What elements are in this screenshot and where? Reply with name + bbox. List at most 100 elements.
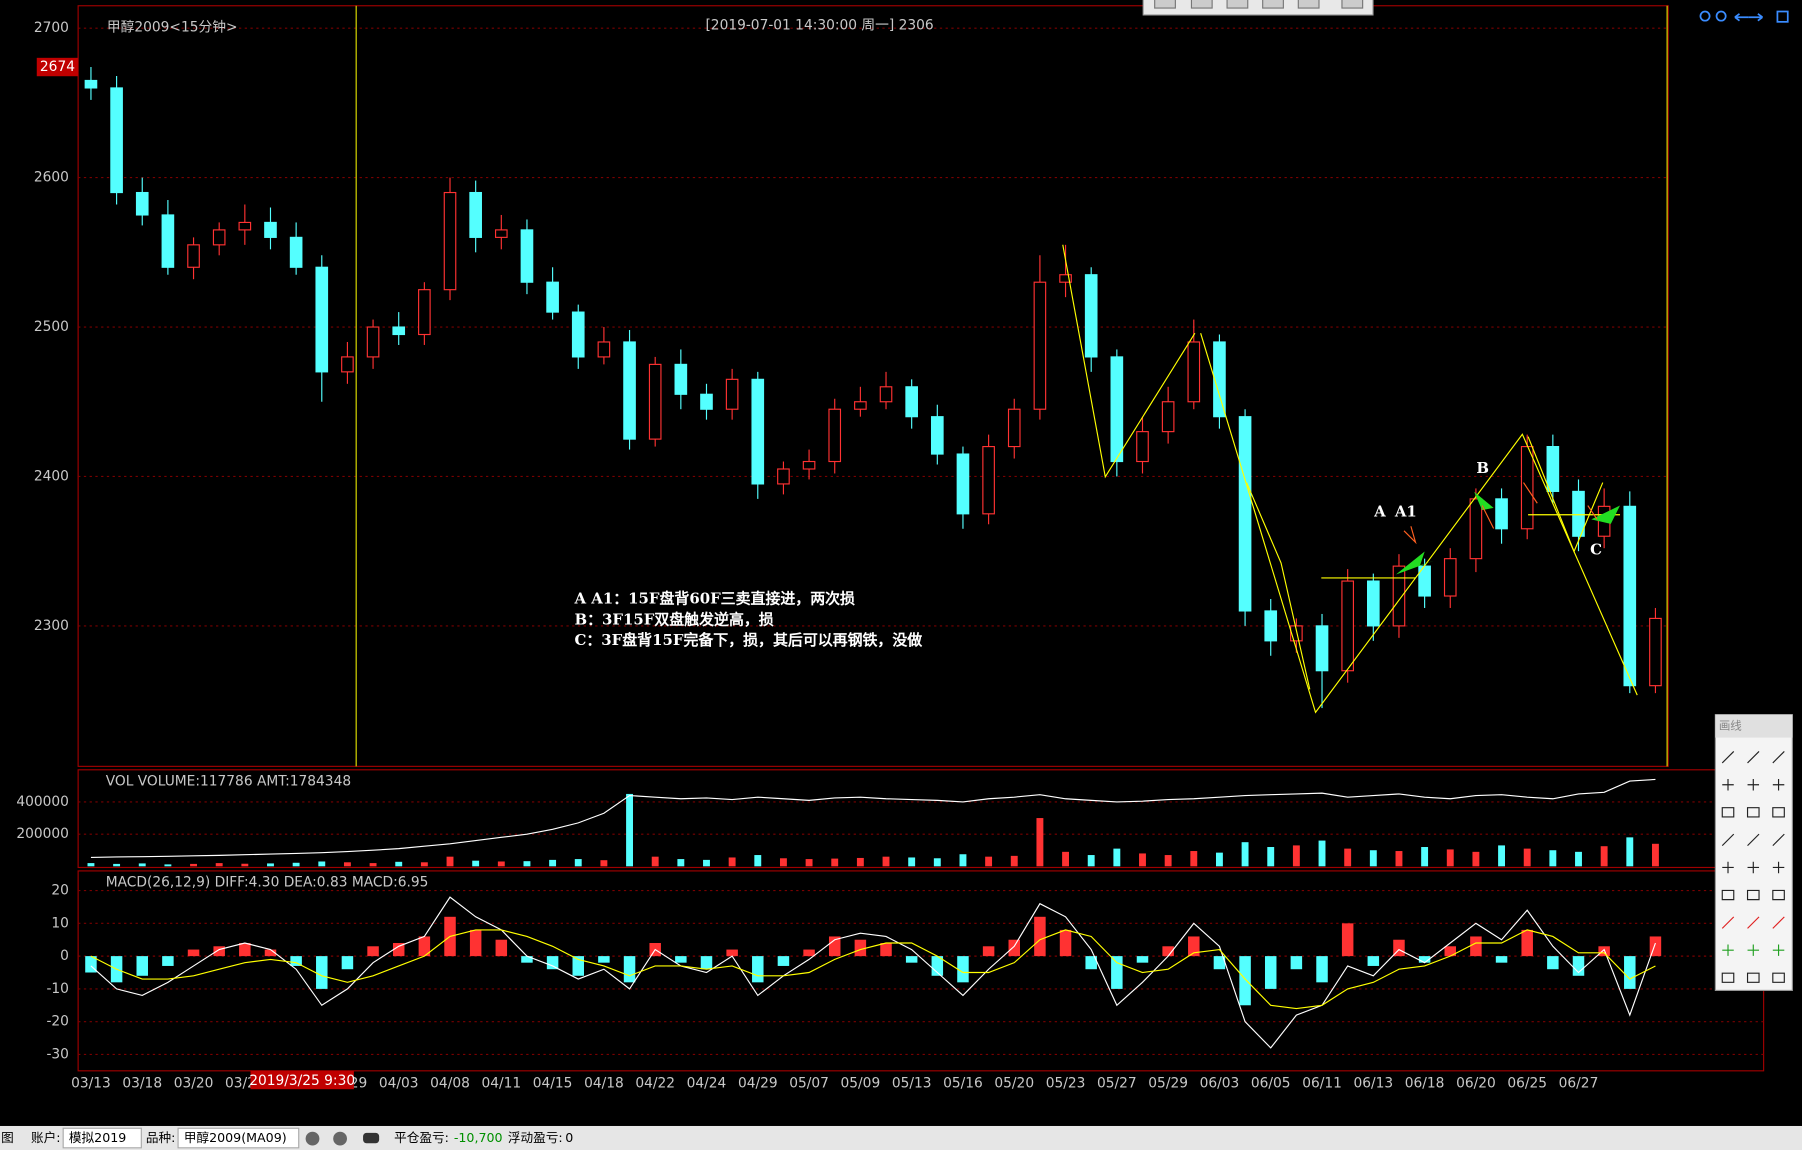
macd-bar — [982, 946, 995, 957]
symbol-select[interactable] — [177, 1127, 300, 1149]
x-tick-label: 05/09 — [841, 1075, 881, 1091]
macd-bar — [1341, 923, 1354, 957]
macd-bar — [1418, 956, 1431, 963]
volume-bar — [959, 854, 967, 867]
drawing-tool[interactable] — [1772, 972, 1785, 983]
drawing-tool[interactable] — [1747, 778, 1760, 791]
candle-body — [1572, 490, 1585, 537]
drawing-tool[interactable] — [1721, 972, 1735, 983]
account-select[interactable] — [62, 1127, 142, 1149]
candle-body — [648, 363, 662, 440]
volume-bar — [1600, 846, 1608, 867]
macd-bar — [1136, 956, 1149, 963]
drawing-tool[interactable] — [1772, 751, 1785, 764]
macd-bar — [187, 949, 200, 957]
point-label: B — [1476, 459, 1489, 477]
left-icon[interactable] — [1734, 13, 1749, 22]
macd-bar — [623, 956, 636, 983]
candle-body — [392, 326, 406, 336]
volume-bar — [1651, 843, 1659, 867]
menu[interactable]: 图 — [1, 1130, 14, 1145]
drawing-tool[interactable] — [1747, 833, 1760, 847]
drawing-tool[interactable] — [1747, 944, 1760, 956]
candle-body — [751, 378, 765, 485]
toolbar-button[interactable] — [1190, 0, 1213, 9]
macd-bar — [1521, 929, 1533, 957]
y-tick-label: 400000 — [16, 794, 69, 810]
x-tick-label: 04/29 — [738, 1075, 778, 1091]
x-tick-label: 04/24 — [687, 1075, 727, 1091]
drawing-tool[interactable] — [1746, 889, 1760, 901]
x-tick-label: 04/18 — [584, 1075, 624, 1091]
high-marker-label: 2674 — [40, 59, 75, 75]
plus-button[interactable] — [333, 1131, 347, 1146]
drawing-tool[interactable] — [1746, 972, 1760, 983]
macd-bar — [854, 939, 867, 957]
right-icon[interactable] — [1748, 13, 1763, 22]
drawing-tool[interactable] — [1747, 751, 1760, 764]
macd-bar — [957, 956, 969, 983]
toolbar-button[interactable] — [1154, 0, 1176, 9]
drawing-tool[interactable] — [1721, 916, 1735, 929]
zoom-out-icon[interactable] — [1715, 10, 1727, 22]
drawing-tool[interactable] — [1746, 807, 1760, 818]
volume-bar — [164, 864, 172, 867]
drawing-tool[interactable] — [1772, 889, 1785, 901]
candle-body — [443, 191, 457, 291]
candle-body — [1059, 274, 1072, 283]
toolbar-button[interactable] — [1262, 0, 1284, 9]
drawing-tool[interactable] — [1722, 778, 1734, 791]
drawing-tool[interactable] — [1721, 807, 1735, 818]
volume-bar — [1267, 847, 1275, 867]
macd-bar — [1393, 939, 1405, 957]
drawing-tool[interactable] — [1747, 861, 1760, 874]
drawing-tool[interactable] — [1747, 916, 1760, 929]
drawing-tool[interactable] — [1772, 916, 1785, 929]
candle-body — [315, 266, 329, 373]
zoom-in-icon[interactable] — [1699, 10, 1711, 22]
window-icon[interactable] — [1776, 10, 1789, 23]
y-tick-label: 20 — [51, 883, 69, 899]
macd-bar — [1162, 946, 1174, 957]
glasses-button[interactable] — [363, 1132, 380, 1144]
drawing-tool[interactable] — [1772, 861, 1785, 874]
drawing-tool[interactable] — [1721, 751, 1735, 764]
toolbar-button[interactable] — [1226, 0, 1249, 9]
macd-bar — [1598, 946, 1610, 957]
float-pnl: 0 — [565, 1130, 573, 1145]
toolbar-button[interactable] — [1341, 0, 1364, 9]
macd-bar — [1290, 956, 1303, 970]
macd-bar — [367, 946, 379, 957]
macd-bar — [777, 956, 790, 966]
toolbar-button[interactable] — [1297, 0, 1320, 9]
chart-title: 甲醇2009<15分钟> — [107, 19, 238, 36]
x-tick-label: 06/05 — [1251, 1075, 1291, 1091]
candle-body — [905, 386, 918, 418]
drawing-tool[interactable] — [1772, 778, 1785, 791]
drawing-tool[interactable] — [1722, 861, 1734, 874]
chart-subtitle: [2019-07-01 14:30:00 周一] 2306 — [705, 17, 933, 33]
drawing-tool[interactable] — [1722, 944, 1734, 956]
candle-body — [546, 281, 559, 313]
macd-bar — [1264, 956, 1277, 989]
drawing-tool[interactable] — [1721, 833, 1735, 847]
candle-body — [187, 244, 200, 268]
candle-body — [1315, 625, 1329, 672]
volume-bar — [190, 863, 197, 867]
volume-bar — [318, 861, 326, 867]
volume-bar — [1190, 851, 1198, 867]
candle-body — [212, 229, 226, 246]
drawing-tool[interactable] — [1772, 807, 1785, 818]
minus-button[interactable] — [305, 1131, 320, 1146]
drawing-tool[interactable] — [1772, 944, 1785, 956]
volume-bar — [523, 861, 531, 867]
volume-bar — [1575, 851, 1582, 867]
volume-bar — [87, 863, 95, 867]
volume-bar — [420, 862, 428, 867]
drawing-tool[interactable] — [1772, 833, 1785, 847]
drawing-tool[interactable] — [1721, 889, 1735, 901]
account: 模拟2019 — [69, 1130, 126, 1145]
volume-bar — [1395, 851, 1403, 867]
